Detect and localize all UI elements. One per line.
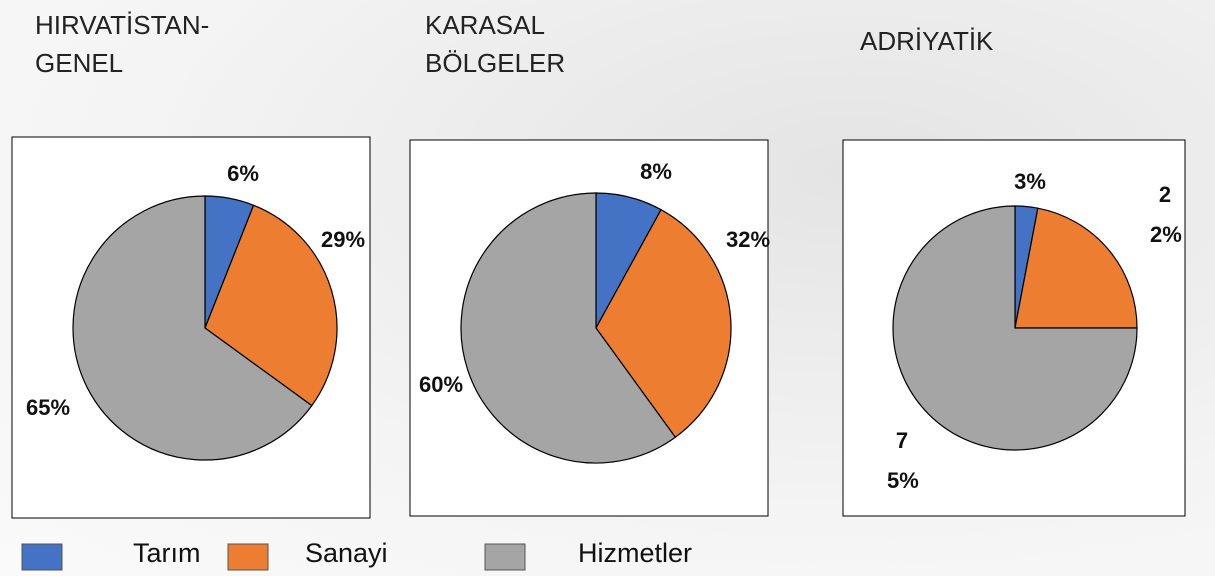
data-label: 32% <box>725 227 771 252</box>
data-label: 29% <box>320 227 366 252</box>
pie-slice <box>460 192 677 464</box>
chart-title: ADRİYATİK <box>860 26 994 56</box>
data-label: 3% <box>1014 169 1046 194</box>
legend-swatch <box>484 543 526 571</box>
chart-title: KARASAL BÖLGELER <box>425 10 566 78</box>
pie-slice <box>595 208 732 439</box>
legend-swatch <box>227 543 269 571</box>
pie-slice <box>204 204 338 407</box>
data-label: 6% <box>227 161 259 186</box>
pie-slice <box>72 195 313 461</box>
data-label: 22% <box>1150 182 1182 247</box>
pie-slice <box>1014 207 1138 329</box>
legend-swatch <box>21 543 63 571</box>
data-label: 8% <box>640 159 672 184</box>
data-label: 75% <box>887 428 919 493</box>
legend-label: Sanayi <box>305 538 388 568</box>
data-label: 65% <box>25 395 71 420</box>
pie-slice <box>892 205 1138 451</box>
data-label: 60% <box>418 372 464 397</box>
legend-label: Tarım <box>133 538 201 568</box>
chart-title: HIRVATİSTAN- GENEL <box>35 10 210 78</box>
legend-label: Hizmetler <box>578 538 693 568</box>
